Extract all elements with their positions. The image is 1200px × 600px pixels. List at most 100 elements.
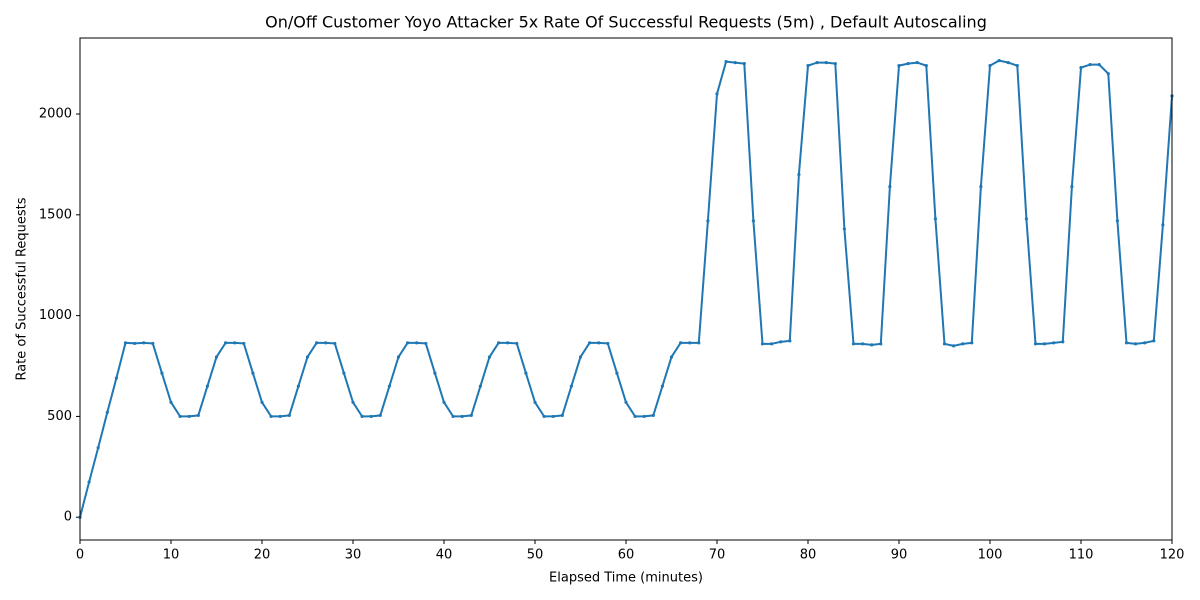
data-point (870, 343, 874, 347)
data-point (515, 341, 519, 346)
x-tick-label: 70 (709, 548, 726, 563)
data-point (369, 414, 373, 419)
data-point (915, 60, 919, 65)
data-point (487, 355, 492, 359)
data-point (187, 414, 191, 419)
data-point (833, 62, 837, 66)
data-point (933, 217, 938, 221)
data-point (660, 384, 665, 388)
data-point (897, 64, 901, 68)
x-axis-label: Elapsed Time (minutes) (549, 571, 703, 586)
data-point (415, 341, 419, 345)
data-point (588, 341, 592, 345)
data-point (533, 400, 537, 404)
data-point (879, 342, 883, 346)
x-tick-label: 50 (527, 548, 544, 563)
data-point (460, 414, 464, 419)
data-point (751, 219, 756, 223)
x-tick-label: 10 (163, 548, 180, 563)
data-point (961, 342, 965, 346)
data-point (269, 414, 273, 419)
data-point (633, 414, 637, 419)
data-point (560, 413, 564, 418)
data-point (606, 341, 610, 346)
data-point (333, 341, 337, 346)
y-tick-label: 1000 (39, 308, 72, 323)
data-point (551, 414, 555, 419)
data-point (442, 400, 446, 404)
data-point (105, 410, 109, 414)
data-point (224, 341, 228, 345)
data-point (1015, 64, 1019, 68)
data-point (842, 227, 847, 231)
data-point (378, 413, 382, 418)
data-point (542, 414, 546, 419)
x-tick-label: 60 (618, 548, 635, 563)
x-tick-label: 120 (1160, 548, 1185, 563)
data-point (952, 344, 956, 348)
data-line (79, 59, 1173, 518)
data-point (706, 219, 710, 223)
data-point (387, 384, 391, 388)
x-tick-label: 0 (76, 548, 84, 563)
data-point (815, 60, 819, 65)
y-axis-label: Rate of Successful Requests (15, 197, 30, 380)
data-point (851, 342, 856, 346)
plot-frame (79, 37, 1173, 541)
data-point (305, 355, 310, 359)
data-point (724, 59, 728, 64)
data-point (160, 371, 164, 375)
data-point (123, 341, 128, 345)
data-point (424, 341, 428, 346)
data-point (733, 60, 737, 65)
data-point (260, 400, 264, 404)
data-point (1061, 340, 1065, 344)
data-point (178, 414, 182, 419)
data-point (1097, 63, 1101, 67)
data-point (169, 400, 173, 404)
data-point (651, 413, 655, 418)
data-point (351, 400, 355, 404)
data-point (1161, 223, 1165, 227)
data-point (942, 342, 947, 346)
data-point (760, 342, 765, 346)
data-point (287, 413, 291, 418)
data-point (1006, 60, 1010, 65)
data-point (1052, 341, 1056, 345)
data-point (1079, 66, 1083, 70)
data-point (669, 355, 674, 359)
data-point (214, 355, 219, 359)
x-tick-label: 100 (978, 548, 1003, 563)
data-point (679, 341, 683, 345)
data-point (96, 446, 100, 450)
data-point (1033, 342, 1038, 346)
data-point (597, 341, 601, 345)
data-point (251, 371, 255, 375)
data-point (342, 371, 346, 375)
data-point (624, 400, 628, 404)
data-point (315, 341, 319, 345)
chart-title: On/Off Customer Yoyo Attacker 5x Rate Of… (265, 13, 987, 32)
data-point (1115, 219, 1119, 223)
data-point (788, 339, 792, 343)
data-point (133, 341, 137, 346)
data-point (406, 341, 410, 345)
data-point (988, 64, 992, 68)
data-point (1106, 72, 1110, 76)
x-tick-label: 90 (891, 548, 908, 563)
data-point (396, 355, 401, 359)
y-tick-label: 2000 (39, 107, 72, 122)
data-point (205, 384, 209, 388)
y-tick-label: 0 (64, 510, 72, 525)
x-tick-label: 110 (1069, 548, 1094, 563)
data-point (324, 341, 328, 345)
data-point (296, 384, 300, 388)
data-point (142, 341, 146, 345)
data-point (906, 62, 910, 66)
data-point (1143, 341, 1147, 345)
data-point (578, 355, 583, 359)
data-point (615, 371, 619, 375)
data-point (861, 342, 865, 346)
x-tick-label: 20 (254, 548, 271, 563)
